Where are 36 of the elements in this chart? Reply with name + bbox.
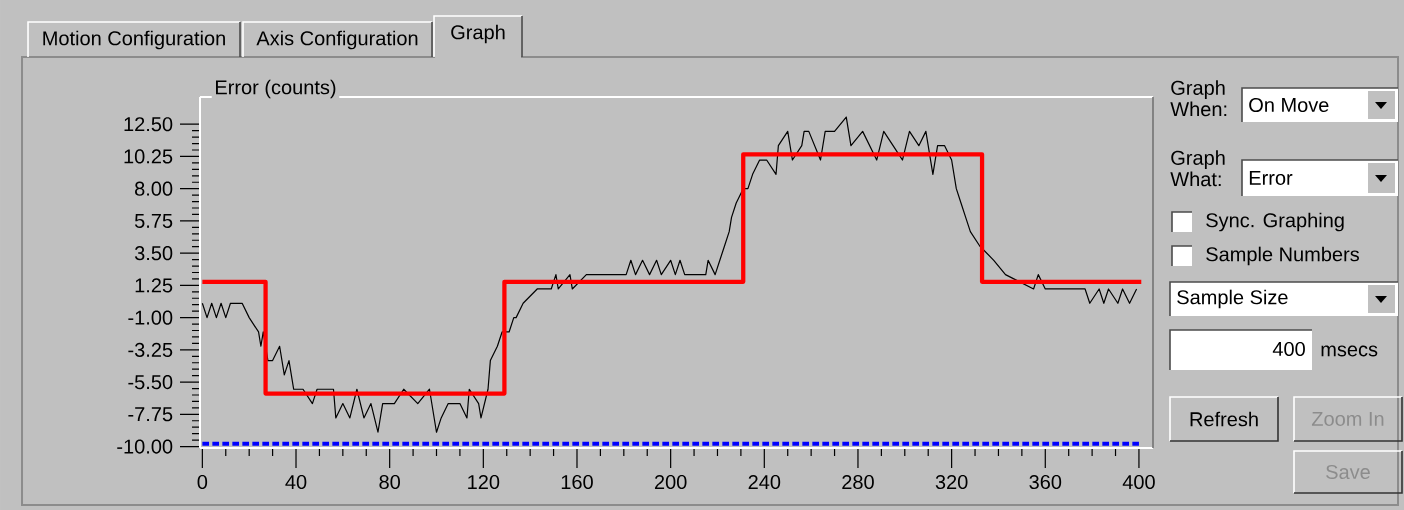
y-tick-label: 3.50 — [134, 246, 173, 261]
x-tick-label: 320 — [935, 474, 968, 490]
y-tick-label: 5.75 — [134, 213, 173, 228]
x-tick-label: 400 — [1122, 474, 1155, 490]
chart-title: Error (counts) — [216, 79, 336, 99]
text: Motion Configuration — [43, 30, 225, 50]
x-tick-label: 40 — [285, 474, 307, 490]
text: On Move — [1249, 97, 1329, 113]
text: Refresh — [1190, 411, 1258, 427]
x-tick-label: 200 — [654, 474, 687, 490]
text: Graph When: — [1170, 80, 1227, 117]
text: msecs — [1321, 345, 1378, 357]
y-tick-label: -7.75 — [128, 407, 173, 422]
y-tick-label: -10.00 — [117, 439, 173, 454]
x-tick-label: 80 — [379, 474, 400, 490]
x-tick-label: 160 — [561, 474, 593, 490]
y-tick-label: 12.50 — [124, 117, 173, 132]
x-tick-label: 240 — [748, 474, 781, 490]
y-tick-label: 8.00 — [135, 181, 173, 196]
y-tick-label: -5.50 — [128, 375, 173, 390]
x-tick-label: 120 — [468, 474, 500, 490]
text: Error — [1249, 171, 1293, 185]
text: Graph — [451, 24, 505, 44]
y-tick-label: 10.25 — [124, 149, 173, 164]
x-tick-label: 360 — [1029, 474, 1062, 490]
x-tick-label: 0 — [197, 474, 208, 490]
x-tick-label: 280 — [842, 474, 874, 490]
text: Axis Configuration — [256, 30, 418, 50]
y-tick-label: -1.00 — [128, 310, 173, 325]
text: Sample Size — [1177, 289, 1288, 309]
text: 400 — [1272, 341, 1305, 357]
text: Sync. Graphing — [1206, 212, 1344, 232]
text: Sample Numbers — [1206, 246, 1359, 266]
y-tick-label: -3.25 — [128, 342, 173, 357]
text: Graph What: — [1170, 150, 1225, 187]
y-tick-label: 1.25 — [135, 278, 173, 293]
